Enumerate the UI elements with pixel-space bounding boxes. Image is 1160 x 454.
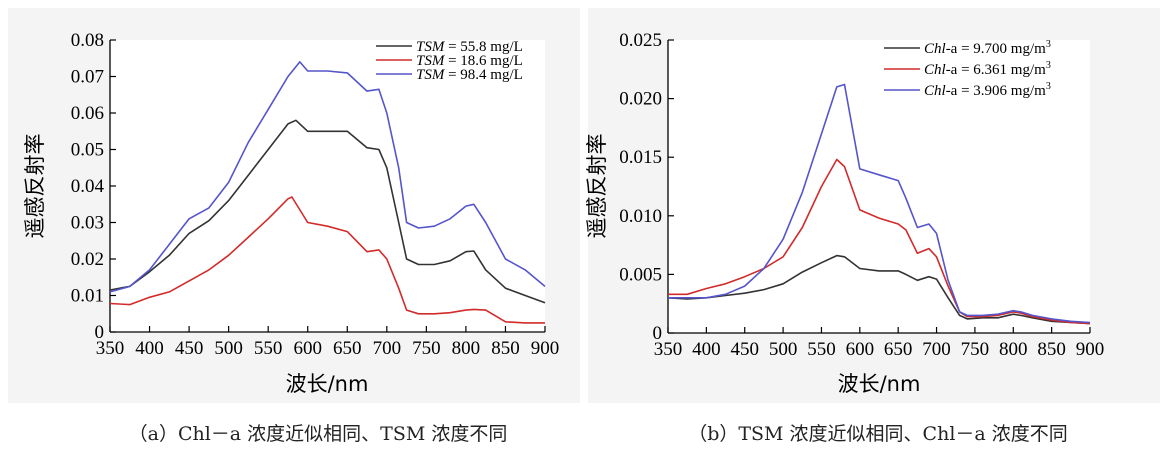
y-tick-label: 0.08 — [71, 30, 104, 51]
panel-caption: （a）Chl－a 浓度近似相同、TSM 浓度不同 — [129, 423, 508, 445]
chart-panel-b: 0 0.005 0.010 0.015 0.020 0.025 350 400 450 500 55… — [585, 8, 1160, 445]
y-tick-label: 0 — [653, 323, 663, 344]
plot-area — [110, 40, 545, 332]
y-tick-label: 0 — [95, 322, 105, 343]
x-tick-label: 400 — [135, 338, 164, 359]
y-axis-title: 遥感反射率 — [585, 134, 609, 239]
series-line-3 — [109, 61, 546, 293]
y-tick-label: 0.010 — [619, 206, 662, 227]
panel-caption: （b）TSM 浓度近似相同、Chl－a 浓度不同 — [688, 423, 1068, 445]
x-tick-label: 850 — [1037, 339, 1066, 360]
series-line-1 — [109, 119, 546, 304]
x-tick-label: 900 — [1076, 339, 1105, 360]
legend-label: TSM = 55.8 mg/L — [416, 39, 523, 55]
series-line-2 — [668, 158, 1091, 325]
x-tick-label: 650 — [333, 338, 362, 359]
y-tick-label: 0.020 — [619, 89, 662, 110]
y-tick-label: 0.005 — [619, 264, 662, 285]
x-tick-label: 450 — [730, 339, 759, 360]
y-tick-label: 0.05 — [71, 140, 104, 161]
y-tick-label: 0.015 — [619, 147, 662, 168]
y-tick-label: 0.07 — [71, 67, 104, 88]
y-tick-label: 0.04 — [71, 176, 105, 197]
x-tick-label: 600 — [846, 339, 875, 360]
legend-label: Chl-a = 9.700 mg/m3 — [924, 39, 1051, 57]
series-line-2 — [109, 196, 545, 324]
x-tick-label: 750 — [412, 338, 441, 359]
x-tick-label: 500 — [214, 338, 243, 359]
x-tick-label: 400 — [692, 339, 721, 360]
y-tick-label: 0.025 — [619, 30, 662, 51]
legend-label: Chl-a = 6.361 mg/m3 — [924, 60, 1051, 78]
x-tick-label: 600 — [293, 338, 322, 359]
x-axis-title: 波长/nm — [838, 372, 921, 396]
x-tick-label: 850 — [491, 338, 520, 359]
x-tick-label: 900 — [531, 338, 560, 359]
x-tick-label: 750 — [961, 339, 990, 360]
y-tick-label: 0.01 — [71, 286, 104, 307]
legend: Chl-a = 9.700 mg/m3 Chl-a = 6.361 mg/m3 Ch… — [884, 39, 1051, 99]
chart-panel-a: 0 0.01 0.02 0.03 0.04 0.05 0.06 0.07 0.08 350 400 4… — [8, 8, 580, 445]
series-line-1 — [667, 254, 1091, 325]
y-axis-title: 遥感反射率 — [23, 134, 47, 239]
x-tick-label: 450 — [175, 338, 204, 359]
y-tick-label: 0.06 — [71, 103, 104, 124]
x-tick-label: 500 — [769, 339, 798, 360]
series-line-3 — [668, 83, 1091, 324]
x-tick-label: 650 — [884, 339, 913, 360]
x-tick-label: 800 — [999, 339, 1028, 360]
legend-label: TSM = 98.4 mg/L — [416, 67, 523, 83]
x-tick-label: 800 — [452, 338, 481, 359]
y-tick-label: 0.03 — [71, 213, 104, 234]
x-tick-label: 550 — [254, 338, 283, 359]
x-tick-label: 550 — [807, 339, 836, 360]
x-axis-title: 波长/nm — [286, 372, 369, 396]
x-tick-label: 350 — [654, 339, 683, 360]
plot-area — [668, 40, 1090, 333]
x-tick-label: 350 — [96, 338, 125, 359]
x-tick-label: 700 — [373, 338, 402, 359]
legend-label: TSM = 18.6 mg/L — [416, 53, 523, 69]
legend-label: Chl-a = 3.906 mg/m3 — [924, 81, 1051, 99]
y-tick-label: 0.02 — [71, 249, 104, 270]
x-tick-label: 700 — [922, 339, 951, 360]
